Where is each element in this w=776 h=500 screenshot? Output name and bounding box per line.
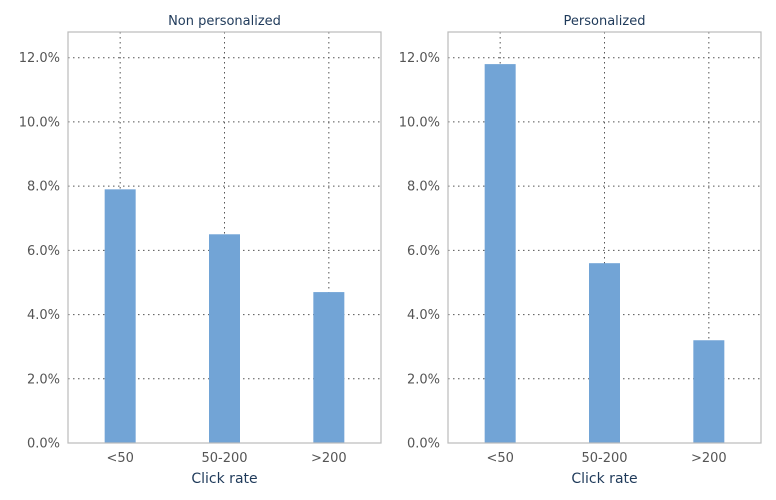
x-tick-label: 50-200 — [201, 451, 247, 466]
y-tick-label: 0.0% — [407, 437, 440, 452]
y-tick-label: 0.0% — [27, 437, 60, 452]
panel-non-personalized: Non personalized Click rate 0.0% 2.0% 4.0%… — [19, 14, 382, 487]
x-tick-label: >200 — [691, 451, 727, 466]
bar-50-200 — [209, 234, 240, 443]
y-tick-label: 10.0% — [399, 115, 440, 130]
plot-frame — [447, 31, 762, 444]
y-tick-label: 6.0% — [407, 244, 440, 259]
y-tick-label: 8.0% — [27, 180, 60, 195]
x-tick-label: 50-200 — [581, 451, 627, 466]
y-tick-label: 6.0% — [27, 244, 60, 259]
y-tick-label: 10.0% — [19, 115, 60, 130]
bar->200 — [313, 292, 345, 443]
y-tick-label: 4.0% — [27, 308, 60, 323]
y-tick-label: 2.0% — [27, 372, 60, 387]
y-tick-label: 4.0% — [407, 308, 440, 323]
panel-title: Non personalized — [168, 14, 281, 29]
y-tick-label: 2.0% — [407, 372, 440, 387]
bar-<50 — [484, 64, 516, 443]
plot-frame — [67, 31, 382, 444]
x-tick-label: >200 — [311, 451, 347, 466]
panel-personalized: Personalized Click rate 0.0% 2.0% 4.0% 6.0%… — [399, 14, 762, 487]
bar-<50 — [104, 189, 136, 443]
x-tick-label: <50 — [486, 451, 513, 466]
x-axis-label: Click rate — [571, 471, 637, 487]
x-tick-label: <50 — [106, 451, 133, 466]
y-tick-label: 8.0% — [407, 180, 440, 195]
panel-title: Personalized — [564, 14, 646, 29]
y-tick-label: 12.0% — [399, 51, 440, 66]
x-axis-label: Click rate — [191, 471, 257, 487]
y-tick-label: 12.0% — [19, 51, 60, 66]
bar-50-200 — [589, 263, 620, 443]
bar->200 — [693, 340, 725, 443]
